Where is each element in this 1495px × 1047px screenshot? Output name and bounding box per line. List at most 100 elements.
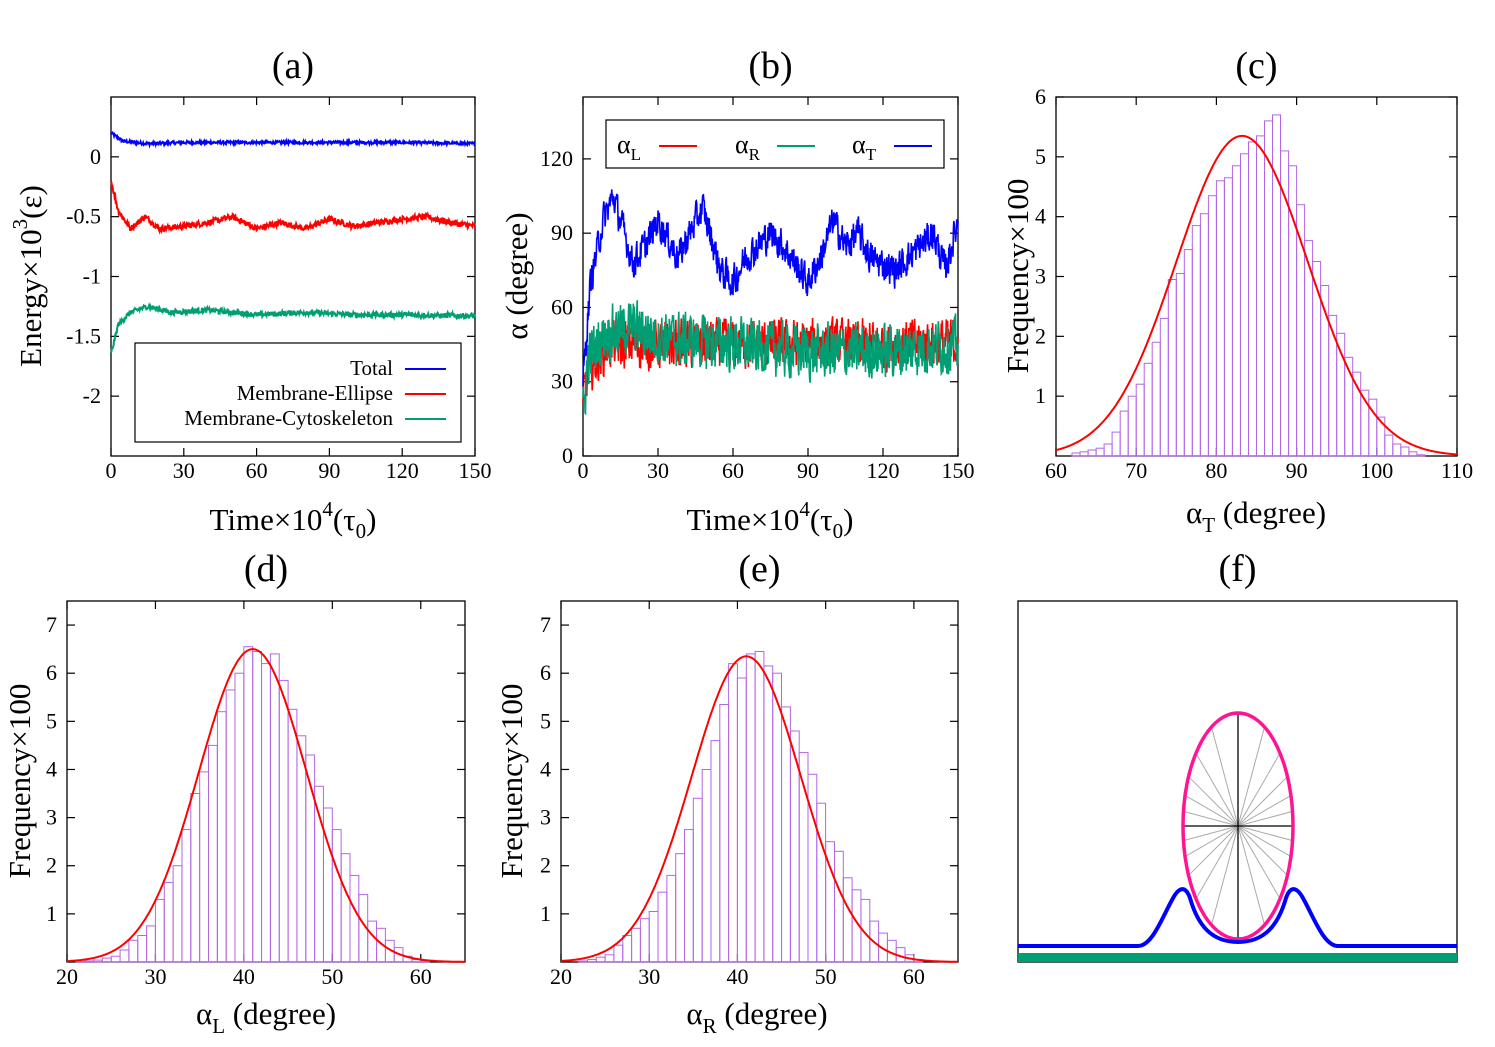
- y-tick-label: 4: [540, 756, 551, 781]
- y-tick-label: 120: [540, 146, 573, 171]
- cytoskeleton-bar: [1018, 953, 1457, 962]
- histogram-bar: [296, 735, 307, 963]
- x-tick-label: 120: [867, 458, 900, 483]
- legend-label: αL: [617, 130, 641, 164]
- histogram-bar: [181, 829, 192, 963]
- histogram-bar: [216, 711, 227, 963]
- histogram-bar: [595, 956, 606, 963]
- histogram-bar: [1416, 454, 1426, 457]
- histogram-bar: [1183, 249, 1193, 457]
- histogram-bar: [137, 935, 148, 963]
- histogram-bar: [146, 925, 156, 963]
- histogram-bar: [243, 646, 254, 963]
- y-tick-label: 3: [46, 805, 57, 830]
- histogram-bar: [225, 689, 236, 963]
- x-tick-label: 20: [550, 964, 572, 989]
- y-axis-label-a: Energy×103(ε): [8, 185, 48, 367]
- y-tick-label: -1: [83, 264, 101, 289]
- histogram-bar: [1400, 446, 1410, 457]
- histogram-bar: [261, 663, 271, 963]
- x-axis-label-b: Time×104(τ0): [687, 497, 854, 543]
- histogram-bar: [710, 740, 721, 963]
- histogram-bar: [84, 960, 94, 963]
- x-tick-label: 90: [797, 458, 819, 483]
- histogram-bar: [278, 679, 289, 963]
- y-tick-label: 2: [540, 853, 551, 878]
- histogram-bar: [1384, 434, 1394, 457]
- y-tick-label: 0: [562, 443, 573, 468]
- y-tick-label: 7: [540, 612, 551, 637]
- y-tick-label: 6: [1035, 84, 1046, 109]
- histogram-bar: [587, 959, 597, 963]
- histogram-bar: [349, 874, 360, 963]
- y-tick-label: 4: [46, 756, 57, 781]
- x-tick-label: 150: [942, 458, 975, 483]
- plot-frame-b: [582, 96, 959, 457]
- x-tick-label: 30: [144, 964, 166, 989]
- histogram-bar: [1167, 279, 1177, 457]
- histogram-bar: [1199, 213, 1209, 457]
- x-tick-label: 0: [578, 458, 589, 483]
- histogram-bar: [631, 927, 641, 963]
- x-tick-label: 60: [1045, 458, 1067, 483]
- panel-title-d: (d): [244, 548, 288, 590]
- histogram-bar: [154, 898, 165, 963]
- legend-label: αT: [852, 130, 877, 164]
- histogram-bar: [1087, 449, 1097, 457]
- histogram-bar: [1248, 141, 1257, 457]
- x-tick-label: 40: [726, 964, 748, 989]
- x-tick-label: 110: [1441, 458, 1473, 483]
- histogram-bar: [75, 961, 86, 963]
- x-axis-label-d: αL (degree): [196, 996, 336, 1038]
- y-tick-label: 1: [1035, 383, 1046, 408]
- histogram-bar: [719, 704, 730, 963]
- y-tick-label: 5: [1035, 144, 1046, 169]
- y-tick-label: 3: [1035, 264, 1046, 289]
- histogram-bar: [1312, 261, 1322, 457]
- x-tick-label: 90: [1286, 458, 1308, 483]
- histogram-bar: [639, 918, 650, 963]
- y-tick-label: 2: [1035, 323, 1046, 348]
- histogram-bar: [1223, 177, 1233, 457]
- y-tick-label: 2: [46, 853, 57, 878]
- y-tick-label: 60: [551, 294, 573, 319]
- x-tick-label: 80: [1205, 458, 1227, 483]
- histogram-bar: [1392, 443, 1402, 457]
- gaussian-fit-curve: [1055, 134, 1458, 456]
- histogram-bar: [1103, 443, 1113, 457]
- x-tick-label: 60: [410, 964, 432, 989]
- histogram-bar: [1256, 135, 1265, 457]
- y-tick-label: 4: [1035, 204, 1046, 229]
- histogram-bar: [842, 877, 853, 963]
- x-tick-label: 50: [815, 964, 837, 989]
- x-tick-label: 0: [106, 458, 117, 483]
- histogram-bar: [234, 672, 245, 963]
- histogram-bar: [1191, 225, 1201, 457]
- y-axis-label-e: Frequency×100: [494, 684, 529, 879]
- panel-title-f: (f): [1219, 548, 1257, 590]
- y-tick-label: 90: [551, 220, 573, 245]
- histogram-bar: [1240, 153, 1249, 457]
- legend-box-a: [134, 342, 462, 443]
- x-tick-label: 30: [638, 964, 660, 989]
- x-axis-label-e: αR (degree): [686, 996, 827, 1038]
- x-tick-label: 60: [903, 964, 925, 989]
- histogram-bar: [1231, 165, 1241, 457]
- histogram-bar: [736, 677, 747, 963]
- x-tick-label: 120: [386, 458, 419, 483]
- legend-label: Total: [350, 356, 393, 380]
- histogram-bar: [1215, 180, 1225, 457]
- histogram-bar: [578, 960, 588, 963]
- histogram-bar: [1328, 314, 1338, 457]
- x-tick-label: 70: [1125, 458, 1147, 483]
- y-tick-label: 6: [540, 660, 551, 685]
- histogram-bar: [657, 891, 668, 963]
- y-axis-label-b: α (degree): [499, 212, 534, 339]
- y-axis-label-c: Frequency×100: [1000, 179, 1035, 374]
- histogram-bar: [128, 939, 139, 963]
- histogram-bar: [199, 771, 209, 963]
- series-line-membrane-ellipse: [110, 180, 476, 236]
- legend-label: αR: [735, 130, 761, 164]
- histogram-bar: [816, 802, 827, 963]
